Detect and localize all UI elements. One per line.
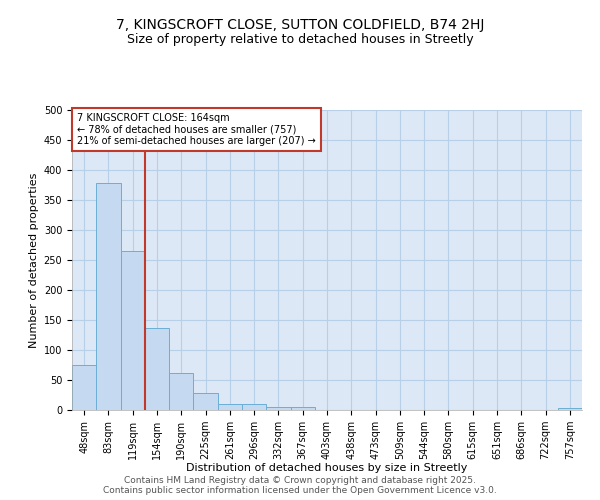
- Bar: [218, 404, 242, 410]
- Text: 7, KINGSCROFT CLOSE, SUTTON COLDFIELD, B74 2HJ: 7, KINGSCROFT CLOSE, SUTTON COLDFIELD, B…: [116, 18, 484, 32]
- Bar: [121, 251, 145, 410]
- Y-axis label: Number of detached properties: Number of detached properties: [29, 172, 40, 348]
- Bar: [242, 404, 266, 410]
- Bar: [558, 408, 582, 410]
- Bar: [169, 374, 193, 410]
- Bar: [72, 365, 96, 410]
- Bar: [290, 407, 315, 410]
- Text: 7 KINGSCROFT CLOSE: 164sqm
← 78% of detached houses are smaller (757)
21% of sem: 7 KINGSCROFT CLOSE: 164sqm ← 78% of deta…: [77, 113, 316, 146]
- Text: Size of property relative to detached houses in Streetly: Size of property relative to detached ho…: [127, 32, 473, 46]
- Bar: [145, 328, 169, 410]
- Bar: [96, 183, 121, 410]
- Bar: [266, 407, 290, 410]
- Bar: [193, 392, 218, 410]
- X-axis label: Distribution of detached houses by size in Streetly: Distribution of detached houses by size …: [187, 464, 467, 473]
- Text: Contains HM Land Registry data © Crown copyright and database right 2025.
Contai: Contains HM Land Registry data © Crown c…: [103, 476, 497, 495]
